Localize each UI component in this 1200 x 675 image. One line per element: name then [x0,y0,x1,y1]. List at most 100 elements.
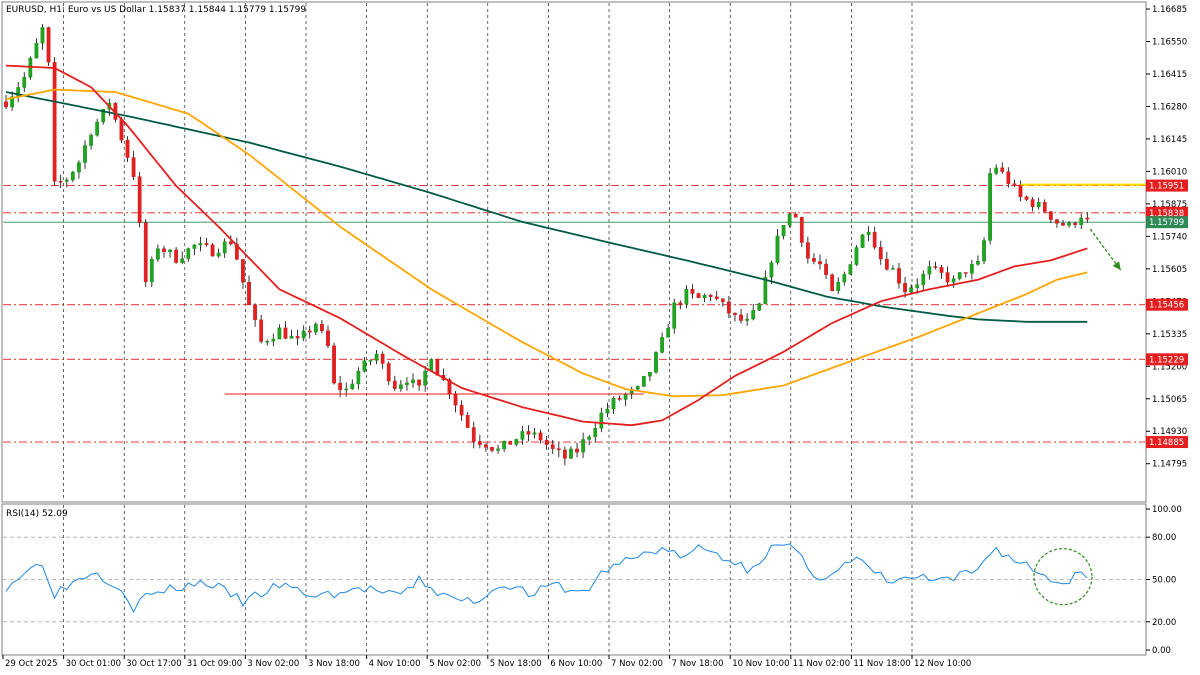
bull-candle [921,273,926,285]
bear-candle [538,432,543,441]
bull-candle [344,388,349,391]
price-badge-label: 1.14885 [1149,438,1184,448]
bull-candle [860,234,865,248]
bear-candle [824,263,828,275]
bear-candle [1012,183,1017,185]
bull-candle [982,240,986,262]
rsi-tick-label: 50.00 [1152,576,1176,586]
bear-candle [945,272,950,283]
bull-candle [301,330,306,339]
bull-candle [581,439,585,453]
bull-candle [405,382,409,385]
rsi-label: RSI(14) 52.09 [6,509,68,519]
x-tick-label: 3 Nov 18:00 [308,659,360,669]
bull-candle [399,384,403,389]
rsi-highlight-ellipse [1033,548,1093,606]
candles [4,24,1090,466]
trend-lines [224,183,1155,395]
rsi-series-line [5,543,1088,614]
bear-candle [58,181,63,183]
bear-candle [799,217,804,243]
bull-candle [909,287,914,293]
bear-candle [678,302,683,305]
price-level-lines [3,185,1145,443]
bull-candle [356,370,361,385]
price-badge [1146,206,1188,219]
bull-candle [611,398,616,410]
bull-candle [781,224,786,237]
bear-candle [714,296,719,299]
bear-candle [125,139,130,158]
bull-candle [149,259,154,283]
bear-candle [380,353,385,364]
vertical-grid [63,3,913,501]
bull-candle [648,371,652,377]
bull-candle [40,27,45,44]
bull-candle [623,393,628,400]
price-badge [1146,298,1188,311]
bear-candle [465,415,470,428]
bull-candle [192,244,197,249]
bear-candle [459,404,464,416]
bull-candle [854,247,859,265]
bull-candle [34,43,39,59]
bull-candle [532,432,537,435]
bear-candle [210,244,215,257]
bear-candle [1030,199,1035,208]
bull-candle [1036,202,1041,208]
bull-candle [216,252,221,257]
bear-candle [471,427,476,442]
y-tick-label: 1.16685 [1152,5,1187,15]
bear-candle [52,62,57,182]
bull-candle [951,278,956,283]
bear-candle [1055,219,1059,224]
rsi-tick-label: 20.00 [1152,618,1176,628]
bull-candle [1079,217,1084,226]
bear-candle [162,248,166,253]
x-tick-label: 5 Nov 18:00 [490,659,542,669]
bear-candle [818,261,822,265]
bull-candle [787,213,792,226]
bull-candle [313,323,318,333]
bear-candle [386,363,391,382]
bear-candle [1073,222,1078,226]
x-tick-label: 31 Oct 09:00 [187,659,242,669]
price-badge-label: 1.15838 [1149,209,1184,219]
bear-candle [690,288,695,294]
bear-candle [477,441,482,445]
bull-candle [1067,222,1071,226]
bull-candle [95,121,100,136]
bear-candle [241,259,245,283]
bear-candle [933,266,938,268]
bear-candle [563,449,567,459]
bull-candle [684,288,689,305]
rsi-tick-label: 100.00 [1152,505,1182,515]
bull-candle [660,337,664,353]
time-axis: 29 Oct 2025 30 Oct 01:00 30 Oct 17:00 31 Oc… [2,655,971,669]
bear-candle [137,176,142,224]
bull-candle [605,408,610,414]
x-tick-label: 6 Nov 10:00 [550,659,602,669]
bear-candle [550,444,555,449]
x-tick-label: 3 Nov 02:00 [247,659,299,669]
bull-candle [654,352,658,373]
rsi-axis: 100.00 80.00 50.00 20.00 0.00 [1145,504,1182,656]
bull-candle [569,448,573,459]
x-tick-label: 7 Nov 02:00 [611,659,663,669]
bull-candle [350,383,355,390]
bull-candle [842,274,847,283]
bull-candle [775,235,780,263]
bull-candle [265,341,270,343]
bear-candle [696,293,701,299]
bear-candle [708,295,713,297]
bull-candle [514,439,519,445]
bear-candle [903,283,907,293]
x-tick-label: 5 Nov 02:00 [429,659,481,669]
bull-candle [502,440,507,450]
bear-candle [617,398,622,400]
y-tick-label: 1.16415 [1152,70,1187,80]
bull-candle [848,264,853,275]
moving-average-line [5,64,1088,427]
